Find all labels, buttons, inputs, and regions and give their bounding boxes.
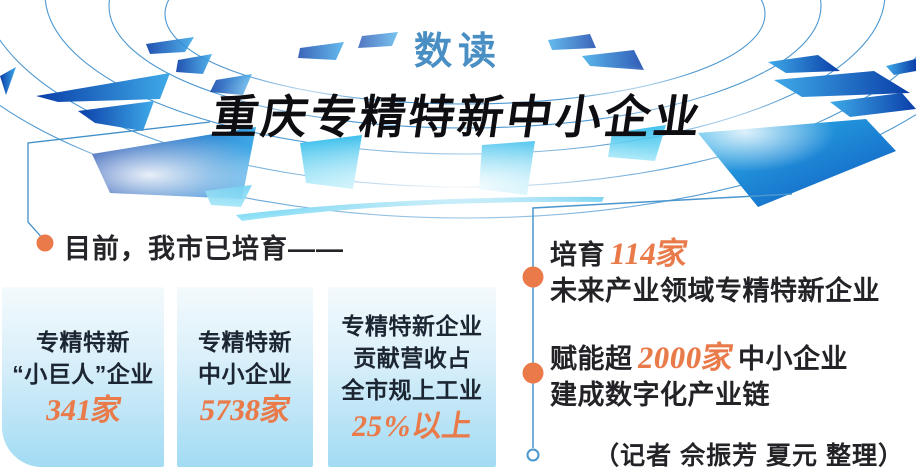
- stat-card-line: “小巨人”企业: [12, 360, 154, 387]
- stat-card: 专精特新 “小巨人”企业 341家: [2, 287, 164, 467]
- stat-card-line: 贡献营收占: [353, 344, 471, 371]
- highlight-line1: 赋能超2000家中小企业: [550, 340, 848, 377]
- stat-card-line: 专精特新: [198, 328, 292, 355]
- stat-card-line: 专精特新企业: [341, 312, 483, 339]
- highlight-item: 赋能超2000家中小企业 建成数字化产业链: [550, 340, 848, 413]
- stat-card-line: 中小企业: [198, 360, 292, 387]
- stat-card-value: 5738家: [197, 393, 293, 427]
- glow-highlights-icon: [20, 65, 835, 245]
- highlight-value: 2000家: [634, 340, 736, 375]
- bullet-dot-icon: [522, 266, 544, 288]
- bullet-dot-icon: [522, 362, 544, 384]
- kicker-title: 数读: [413, 31, 502, 73]
- highlight-prefix: 培育: [550, 240, 605, 270]
- stat-card-value: 341家: [42, 393, 124, 427]
- stat-card-value: 25%以上: [349, 409, 475, 443]
- right-rail-icon: [522, 193, 793, 462]
- highlight-line2: 建成数字化产业链: [550, 380, 770, 410]
- lead-text: 目前，我市已培育——: [64, 234, 344, 264]
- highlight-item: 培育114家 未来产业领域专精特新企业: [550, 236, 880, 309]
- header: 数读 重庆专精特新中小企业: [0, 20, 916, 147]
- highlight-value: 114家: [607, 236, 691, 271]
- highlight-line1: 培育114家: [550, 236, 880, 273]
- highlight-suffix: 中小企业: [738, 344, 848, 374]
- credit-line: （记者 佘振芳 夏元 整理）: [594, 442, 904, 470]
- stat-card-line: 专精特新: [36, 328, 130, 355]
- left-connector-icon: [27, 121, 211, 252]
- stats-cards: 专精特新 “小巨人”企业 341家 专精特新 中小企业 5738家 专精特新企业…: [2, 287, 496, 467]
- rail-end-circle-icon: [526, 448, 540, 462]
- highlight-prefix: 赋能超: [550, 344, 633, 374]
- bullet-dot-icon: [36, 234, 54, 252]
- stat-card: 专精特新 中小企业 5738家: [177, 287, 313, 467]
- page-title: 重庆专精特新中小企业: [208, 92, 707, 143]
- stat-card-line: 全市规上工业: [341, 376, 483, 403]
- highlight-line2: 未来产业领域专精特新企业: [550, 276, 880, 306]
- stat-card: 专精特新企业 贡献营收占 全市规上工业 25%以上: [328, 287, 496, 467]
